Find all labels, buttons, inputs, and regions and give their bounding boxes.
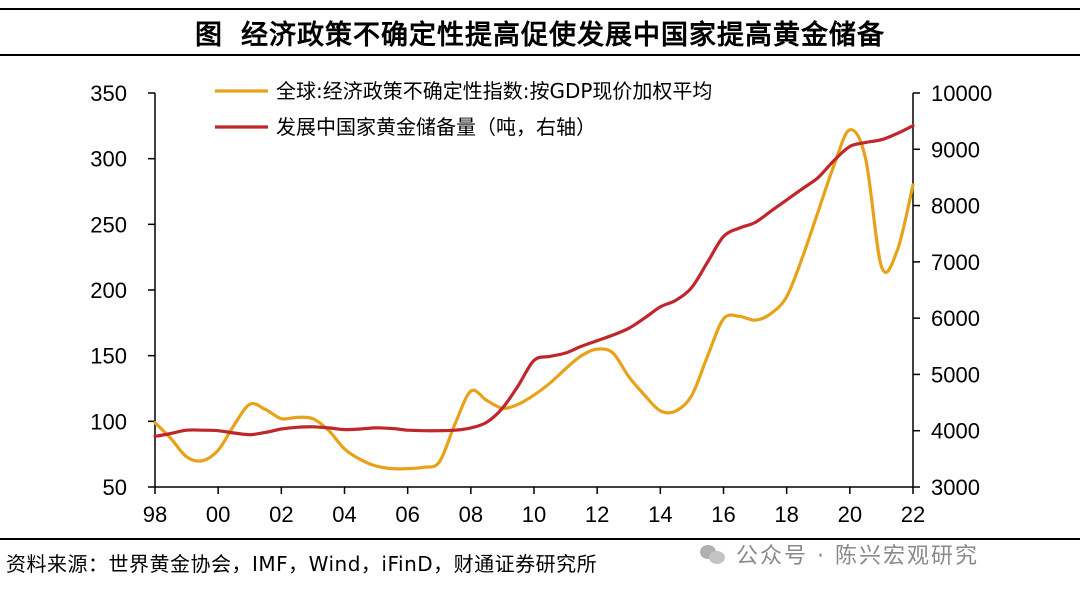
x-tick-label: 08	[459, 502, 483, 527]
uncertainty-index-line	[153, 128, 915, 471]
x-tick-label: 98	[143, 502, 167, 527]
figure-label: 图	[195, 19, 223, 51]
x-tick-label: 00	[206, 502, 230, 527]
right-y-tick-label: 6000	[931, 306, 980, 331]
right-y-tick-label: 7000	[931, 250, 980, 275]
x-tick-label: 04	[332, 502, 356, 527]
x-tick-label: 12	[585, 502, 609, 527]
left-y-tick-label: 250	[90, 212, 127, 237]
x-tick-label: 10	[522, 502, 546, 527]
left-y-tick-label: 200	[90, 278, 127, 303]
x-tick-label: 14	[648, 502, 672, 527]
footer-divider	[0, 538, 1080, 540]
x-tick-label: 06	[395, 502, 419, 527]
right-y-tick-label: 9000	[931, 137, 980, 162]
figure-title: 经济政策不确定性提高促使发展中国家提高黄金储备	[241, 19, 885, 51]
right-y-tick-label: 3000	[931, 475, 980, 500]
left-y-tick-label: 350	[90, 81, 127, 106]
right-y-tick-label: 4000	[931, 419, 980, 444]
legend-label: 全球:经济政策不确定性指数:按GDP现价加权平均	[276, 79, 712, 103]
right-y-tick-label: 10000	[931, 81, 992, 106]
x-tick-label: 20	[838, 502, 862, 527]
left-y-tick-label: 100	[90, 409, 127, 434]
left-y-tick-label: 50	[103, 475, 127, 500]
left-y-tick-label: 300	[90, 147, 127, 172]
dual-axis-line-chart: 50 100 150 200 250 300 350 3000 4000 5000 6000 7000…	[90, 79, 992, 527]
left-y-tick-label: 150	[90, 344, 127, 369]
source-note: 资料来源：世界黄金协会，IMF，Wind，iFinD，财通证券研究所	[6, 552, 598, 576]
legend-label: 发展中国家黄金储备量（吨，右轴）	[276, 115, 596, 139]
x-tick-label: 22	[901, 502, 925, 527]
wechat-icon	[700, 543, 726, 565]
watermark-text: 公众号 · 陈兴宏观研究	[736, 544, 979, 569]
x-tick-label: 02	[269, 502, 293, 527]
gold-reserve-line	[153, 124, 915, 438]
right-y-tick-label: 5000	[931, 362, 980, 387]
x-tick-label: 16	[711, 502, 735, 527]
right-y-tick-label: 8000	[931, 194, 980, 219]
figure-title-bar: 图 经济政策不确定性提高促使发展中国家提高黄金储备	[0, 8, 1080, 56]
x-tick-label: 18	[774, 502, 798, 527]
watermark: 公众号 · 陈兴宏观研究	[700, 536, 979, 572]
